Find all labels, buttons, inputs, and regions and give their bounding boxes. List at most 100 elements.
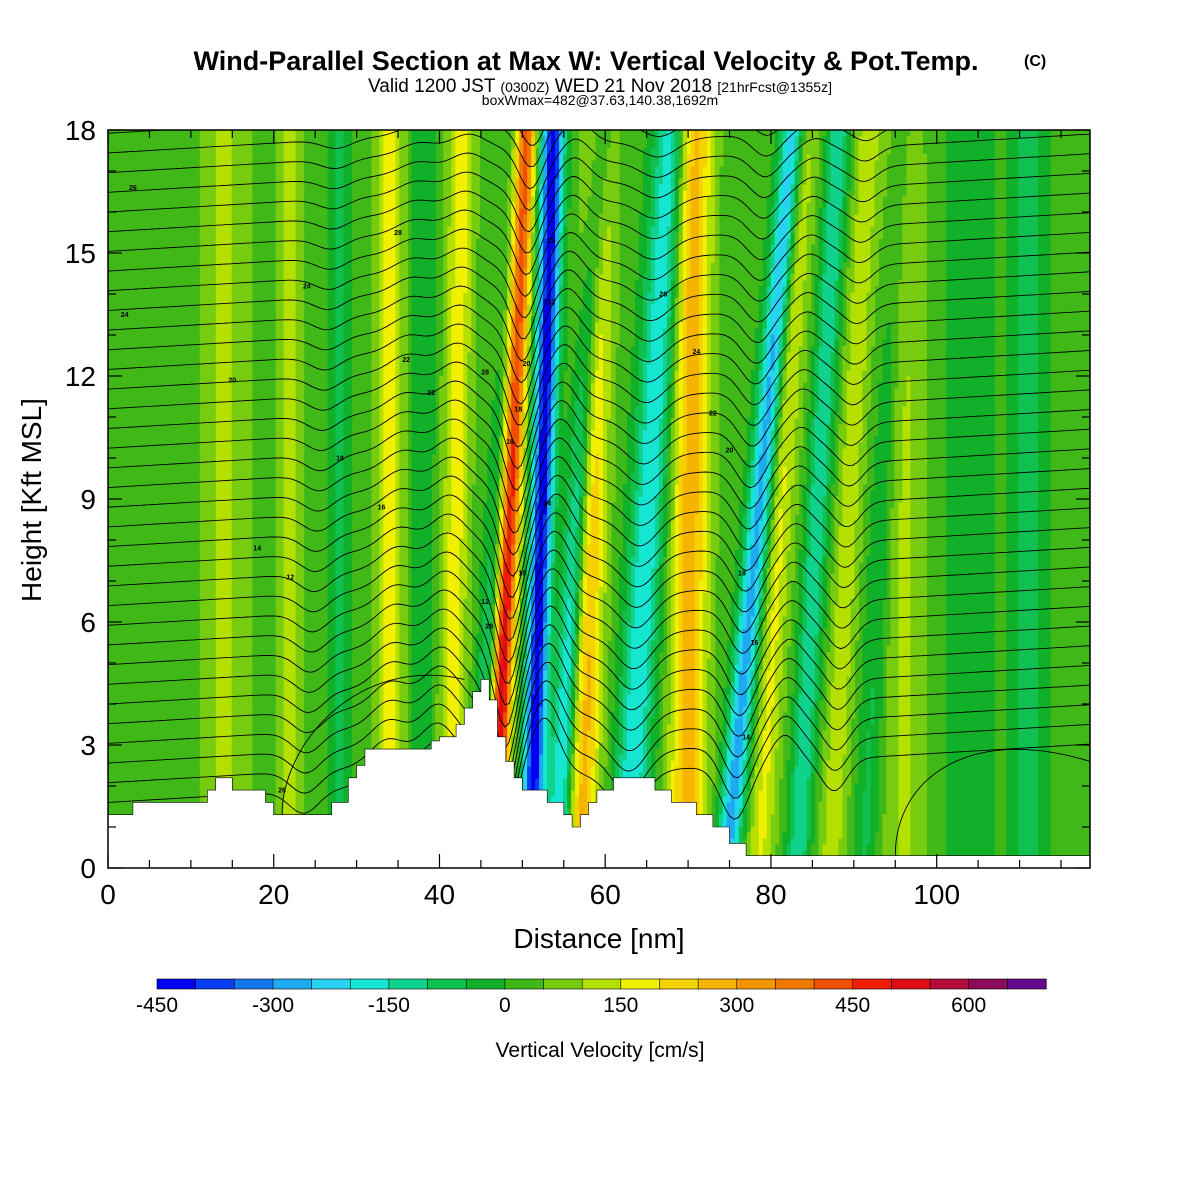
velocity-cell	[886, 760, 899, 767]
velocity-cell	[483, 556, 488, 563]
velocity-cell	[283, 664, 297, 671]
velocity-cell	[499, 574, 504, 581]
velocity-cell	[946, 712, 995, 719]
velocity-cell	[559, 652, 564, 659]
velocity-cell	[335, 796, 345, 803]
velocity-cell	[738, 622, 744, 629]
velocity-cell	[443, 670, 448, 677]
velocity-cell	[706, 790, 712, 797]
velocity-cell	[343, 640, 353, 647]
velocity-cell	[734, 742, 744, 749]
velocity-cell	[515, 550, 520, 557]
velocity-cell	[495, 544, 500, 551]
velocity-cell	[215, 670, 233, 677]
velocity-cell	[531, 562, 536, 569]
velocity-cell	[786, 550, 796, 557]
velocity-cell	[710, 574, 716, 581]
velocity-cell	[551, 688, 556, 695]
velocity-cell	[702, 778, 708, 785]
velocity-cell	[666, 604, 672, 611]
velocity-cell	[295, 574, 305, 581]
velocity-cell	[694, 778, 700, 785]
velocity-cell	[475, 640, 484, 647]
velocity-cell	[830, 622, 836, 629]
velocity-cell	[215, 730, 233, 737]
velocity-cell	[343, 760, 353, 767]
velocity-cell	[371, 604, 381, 611]
velocity-cell	[371, 712, 381, 719]
velocity-cell	[806, 790, 812, 797]
velocity-cell	[866, 562, 888, 569]
velocity-cell	[507, 748, 512, 755]
velocity-cell	[750, 814, 756, 821]
velocity-cell	[1006, 760, 1019, 767]
velocity-cell	[327, 550, 337, 557]
velocity-cell	[730, 724, 736, 731]
velocity-cell	[623, 706, 628, 713]
velocity-cell	[666, 730, 676, 737]
velocity-cell	[515, 682, 520, 689]
velocity-cell	[543, 586, 548, 593]
velocity-cell	[555, 724, 560, 731]
velocity-cell	[515, 580, 520, 587]
velocity-cell	[491, 682, 496, 689]
velocity-cell	[726, 724, 732, 731]
velocity-cell	[670, 766, 676, 773]
velocity-cell	[714, 802, 720, 809]
velocity-cell	[670, 634, 676, 641]
velocity-cell	[503, 670, 508, 677]
velocity-cell	[447, 604, 460, 611]
velocity-cell	[794, 622, 804, 629]
velocity-cell	[343, 538, 353, 545]
velocity-cell	[762, 568, 768, 575]
velocity-cell	[335, 580, 345, 587]
velocity-cell	[702, 742, 708, 749]
velocity-cell	[199, 658, 217, 665]
velocity-cell	[714, 796, 720, 803]
velocity-cell	[678, 724, 684, 731]
velocity-cell	[810, 766, 816, 773]
velocity-cell	[327, 652, 337, 659]
velocity-cell	[946, 658, 995, 665]
velocity-cell	[650, 676, 656, 683]
velocity-cell	[603, 706, 608, 713]
velocity-cell	[283, 796, 297, 803]
velocity-cell	[798, 616, 804, 623]
velocity-cell	[439, 568, 444, 575]
velocity-cell	[706, 772, 716, 779]
velocity-cell	[694, 544, 704, 551]
velocity-cell	[295, 580, 305, 587]
velocity-cell	[850, 622, 860, 629]
velocity-cell	[231, 652, 253, 659]
velocity-cell	[730, 778, 740, 785]
velocity-cell	[1038, 544, 1051, 551]
velocity-cell	[551, 712, 556, 719]
velocity-cell	[503, 658, 508, 665]
velocity-cell	[579, 634, 584, 641]
velocity-cell	[383, 718, 396, 725]
velocity-cell	[215, 568, 233, 575]
velocity-cell	[898, 616, 911, 623]
velocity-cell	[551, 634, 560, 641]
velocity-cell	[583, 754, 588, 761]
velocity-cell	[662, 682, 672, 689]
velocity-cell	[395, 646, 400, 653]
velocity-cell	[275, 628, 285, 635]
velocity-cell	[411, 652, 432, 659]
velocity-cell	[810, 772, 816, 779]
velocity-cell	[595, 640, 600, 647]
velocity-cell	[678, 670, 684, 677]
velocity-cell	[654, 610, 660, 617]
velocity-cell	[698, 700, 704, 707]
velocity-cell	[674, 544, 680, 551]
velocity-cell	[343, 610, 353, 617]
velocity-cell	[766, 652, 772, 659]
velocity-cell	[746, 688, 752, 695]
velocity-cell	[199, 688, 217, 695]
velocity-cell	[910, 628, 927, 635]
velocity-cell	[343, 634, 353, 641]
velocity-cell	[842, 796, 848, 803]
velocity-cell	[275, 700, 285, 707]
velocity-cell	[571, 634, 576, 641]
velocity-cell	[762, 694, 768, 701]
